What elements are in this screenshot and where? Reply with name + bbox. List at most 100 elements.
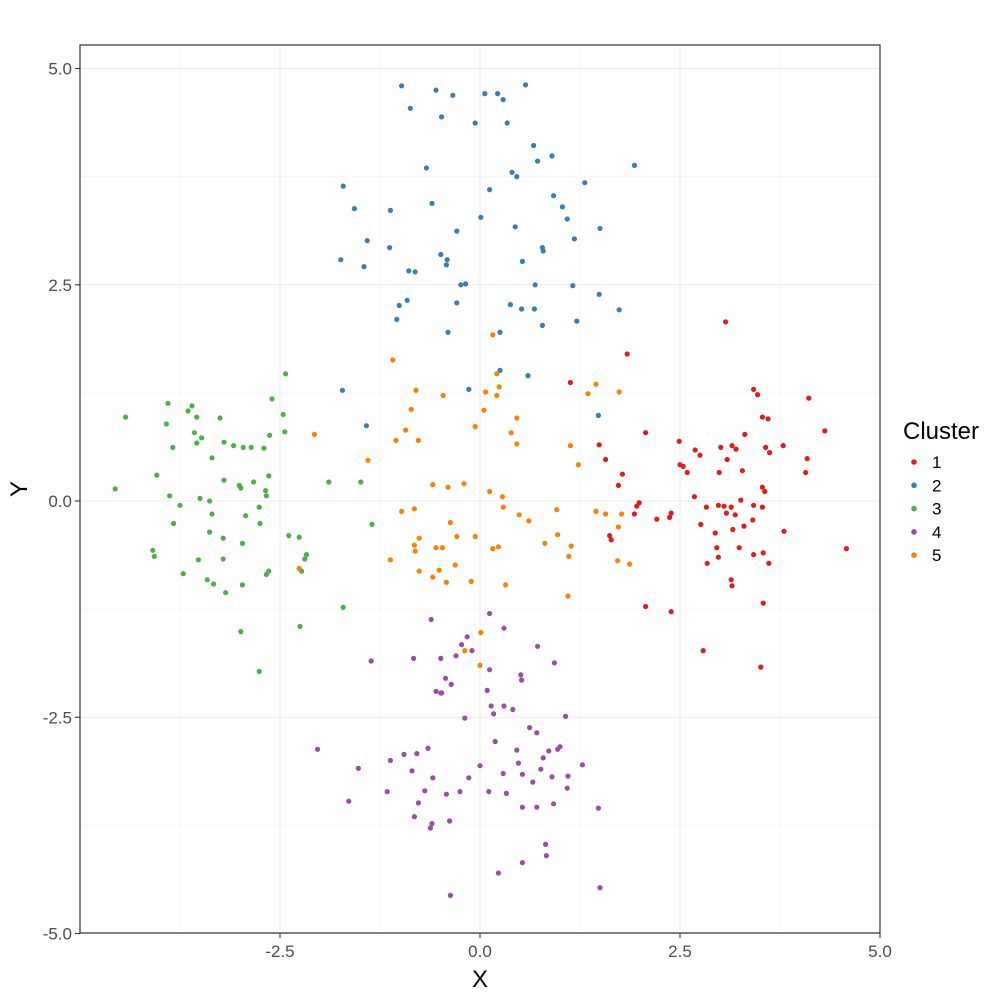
data-point [494,371,500,377]
data-point [519,860,526,866]
data-point [631,511,638,517]
y-axis-ticks: -5.0 -2.5 0.0 2.5 5.0 [43,60,80,944]
data-point [394,316,400,322]
x-tick-label: 2.5 [668,942,692,961]
data-point [238,485,244,491]
data-point [531,142,537,149]
data-point [457,789,463,795]
data-point [595,412,602,418]
data-point [411,506,417,512]
data-point [204,577,210,583]
data-point [487,187,493,193]
data-point [180,571,186,577]
data-point [466,775,472,781]
data-point [643,603,649,610]
data-point [538,766,544,772]
data-point [170,444,176,450]
data-point [269,396,275,402]
data-point [413,387,419,393]
data-point [491,711,497,717]
data-point [490,332,496,338]
data-point [185,408,191,414]
y-tick-label: -2.5 [43,708,72,727]
data-point [499,494,505,500]
data-point [603,456,609,463]
data-point [534,804,540,810]
data-point [409,768,415,774]
data-point [406,268,412,274]
data-point [365,457,371,463]
x-tick-label: 5.0 [868,942,892,961]
data-point [338,257,344,263]
data-point [443,675,449,681]
data-point [302,556,308,562]
data-point [177,502,183,508]
legend-label: 1 [932,453,941,472]
data-point [286,533,292,539]
data-point [540,755,546,761]
data-point [165,400,171,406]
legend: Cluster 1 2 3 4 5 [903,418,979,565]
data-point [760,600,766,606]
data-point [543,853,550,859]
data-point [582,180,588,186]
data-point [596,291,602,297]
data-point [733,446,739,452]
data-point [508,430,514,436]
data-point [387,207,393,213]
data-point [563,713,569,720]
data-point [207,529,213,535]
data-point [546,748,552,754]
data-point [703,504,710,510]
data-point [220,535,226,541]
data-point [464,634,470,640]
data-point [712,530,718,536]
data-point [458,282,464,288]
data-point [585,391,591,397]
data-point [684,469,690,476]
data-point [714,545,720,551]
data-point [526,518,532,524]
data-point [369,521,375,528]
data-point [512,224,518,230]
data-point [171,520,177,527]
data-point [631,162,638,168]
data-point [525,373,531,379]
data-point [150,547,156,553]
data-point [363,423,369,429]
data-point [211,581,217,587]
data-point [408,406,414,412]
data-point [564,785,570,791]
data-point [443,262,449,268]
data-point [240,444,246,450]
data-point [151,553,157,560]
data-point [715,502,722,508]
data-point [728,577,734,583]
data-point [616,307,622,313]
data-point [416,568,422,574]
data-point [384,789,390,795]
data-point [516,512,522,518]
data-point [597,885,603,891]
data-point [368,658,374,664]
x-axis-ticks: -2.5 0.0 2.5 5.0 [265,933,892,961]
data-point [239,582,245,588]
data-point [361,264,367,270]
data-point [603,511,609,517]
data-point [519,771,526,777]
data-point [763,444,769,450]
data-point [615,558,621,564]
data-point [209,511,215,517]
data-point [396,302,402,309]
data-point [742,431,748,437]
data-point [549,774,555,780]
data-point [422,788,428,794]
data-point [804,456,810,462]
legend-item-5: 5 [911,546,941,565]
data-point [447,892,453,899]
data-point [280,411,286,418]
data-point [676,438,682,444]
x-axis-title: X [472,966,488,993]
data-point [339,387,345,393]
data-point [723,510,730,516]
